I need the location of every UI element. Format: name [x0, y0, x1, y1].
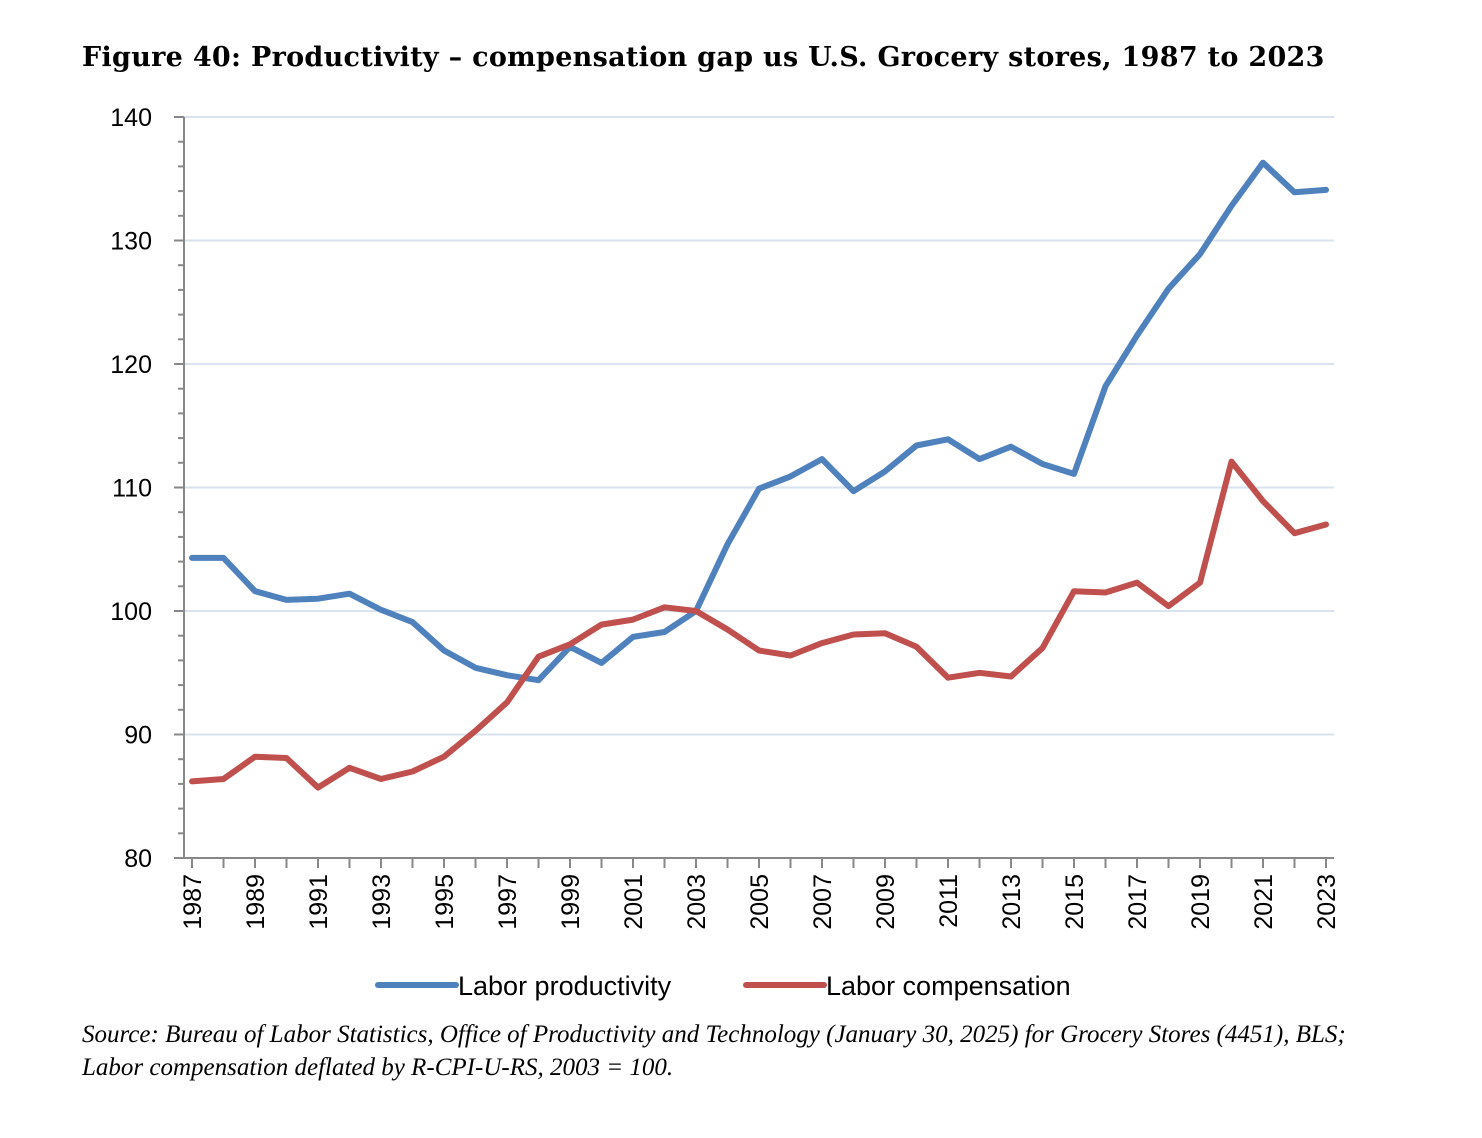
x-tick-label: 2007 — [809, 874, 837, 930]
x-tick-label: 2017 — [1124, 874, 1152, 930]
series-lines — [189, 159, 1329, 791]
x-tick-label: 2013 — [998, 874, 1026, 930]
y-tick-label: 130 — [110, 228, 152, 256]
legend-label-labor-compensation: Labor compensation — [826, 971, 1071, 1001]
x-tick-label: 2015 — [1061, 874, 1089, 930]
x-tick-label: 1999 — [557, 874, 585, 930]
x-tick-label: 1987 — [179, 874, 207, 930]
x-tick-label: 2009 — [872, 874, 900, 930]
y-tick-label: 90 — [124, 722, 152, 750]
x-tick-label: 2001 — [620, 874, 648, 930]
x-tick-label: 2021 — [1250, 874, 1278, 930]
x-tick-label: 1995 — [431, 874, 459, 930]
x-tick-label: 1991 — [305, 874, 333, 930]
x-tick-label: 2023 — [1313, 874, 1341, 930]
y-tick-label: 120 — [110, 351, 152, 379]
figure-title: Figure 40: Productivity – compensation g… — [82, 42, 1325, 73]
y-tick-label: 100 — [110, 598, 152, 626]
x-tick-label: 2005 — [746, 874, 774, 930]
y-tick-labels: 80 90 100 110 120 130 140 — [110, 104, 152, 873]
series-line-labor-productivity — [189, 159, 1329, 684]
y-tick-label: 140 — [110, 104, 152, 132]
y-tick-label: 110 — [112, 475, 152, 503]
source-note: Source: Bureau of Labor Statistics, Offi… — [82, 1021, 1346, 1081]
axes — [174, 116, 1334, 868]
x-tick-label: 1993 — [368, 874, 396, 930]
legend: Labor productivity Labor compensation — [375, 971, 1071, 1001]
legend-label-labor-productivity: Labor productivity — [458, 971, 672, 1001]
series-line-labor-compensation — [189, 458, 1329, 791]
x-tick-label: 2003 — [683, 874, 711, 930]
x-tick-label: 1997 — [494, 874, 522, 930]
x-tick-label: 1989 — [242, 874, 270, 930]
y-tick-label: 80 — [124, 845, 152, 873]
gridlines — [184, 116, 1334, 736]
x-tick-label: 2019 — [1187, 874, 1215, 930]
x-tick-label: 2011 — [935, 874, 963, 928]
x-tick-labels: 1987 1989 1991 1993 1995 1997 1999 2001 2003 2005… — [179, 874, 1341, 930]
line-chart: 80 90 100 110 120 130 140 1987 1989 1991 1993 1995… — [110, 104, 1341, 1001]
